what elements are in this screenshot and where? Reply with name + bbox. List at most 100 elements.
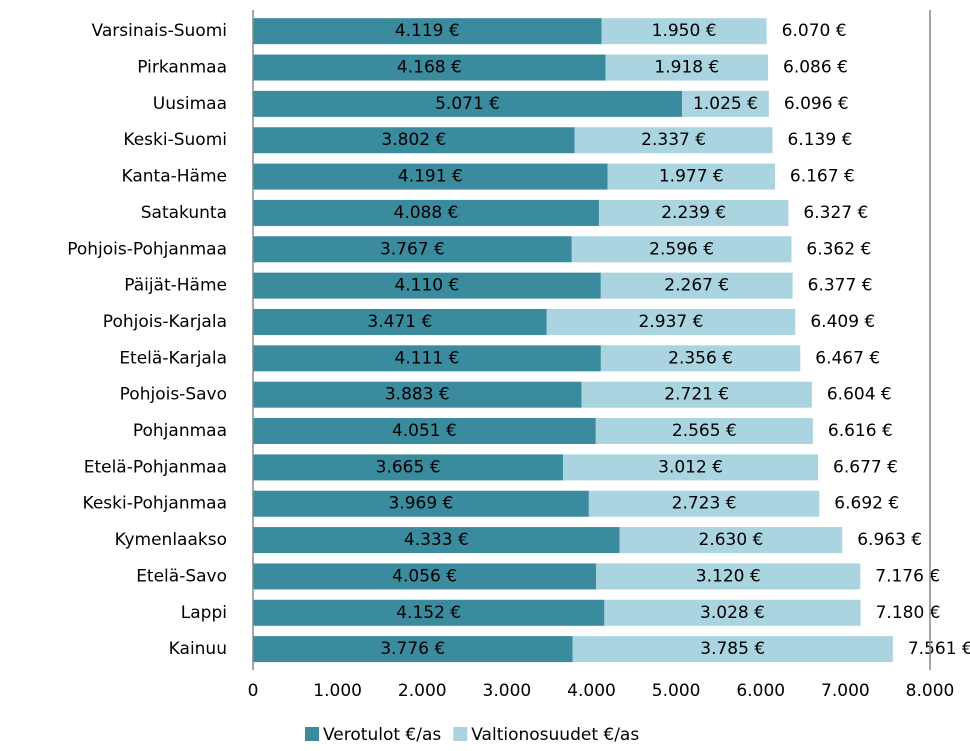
bar-segment — [596, 563, 861, 590]
value-label: 3.471 € — [367, 312, 432, 332]
total-label: 6.692 € — [834, 494, 899, 514]
category-label: Pohjanmaa — [133, 421, 227, 441]
value-label: 2.356 € — [668, 348, 733, 368]
total-label: 6.467 € — [815, 348, 880, 368]
value-label: 4.110 € — [394, 276, 459, 296]
total-label: 6.963 € — [857, 530, 922, 550]
bar-segment — [574, 127, 773, 154]
bar-segment — [600, 345, 801, 372]
legend-label: Valtionosuudet €/as — [471, 725, 639, 745]
total-label: 6.096 € — [784, 94, 849, 114]
bar-segment — [253, 18, 602, 45]
value-label: 4.191 € — [398, 167, 463, 187]
value-label: 2.721 € — [664, 385, 729, 405]
x-tick-label: 6.000 — [736, 681, 785, 701]
bar-segment — [253, 381, 582, 408]
bar-segment — [253, 236, 572, 263]
category-label: Lappi — [181, 603, 227, 623]
value-label: 4.119 € — [395, 21, 460, 41]
total-label: 6.377 € — [808, 276, 873, 296]
value-label: 1.950 € — [652, 21, 717, 41]
value-label: 3.767 € — [380, 239, 445, 259]
category-label: Etelä-Pohjanmaa — [84, 457, 227, 477]
value-label: 2.723 € — [672, 494, 737, 514]
bar-segment — [605, 54, 769, 81]
bar-segment — [253, 418, 596, 445]
x-tick-label: 4.000 — [567, 681, 616, 701]
bar-segment — [572, 636, 893, 663]
bar-segment — [571, 236, 792, 263]
value-label: 3.969 € — [388, 494, 453, 514]
value-label: 5.071 € — [435, 94, 500, 114]
value-label: 2.565 € — [672, 421, 737, 441]
category-label: Pirkanmaa — [137, 58, 227, 78]
bar-segment — [253, 54, 606, 81]
bar-segment — [253, 199, 599, 226]
value-label: 4.111 € — [395, 348, 460, 368]
total-label: 6.362 € — [806, 239, 871, 259]
value-label: 3.802 € — [381, 130, 446, 150]
value-label: 3.028 € — [700, 603, 765, 623]
value-label: 4.051 € — [392, 421, 457, 441]
category-label: Keski-Suomi — [123, 130, 227, 150]
total-label: 6.070 € — [782, 21, 847, 41]
value-label: 4.168 € — [397, 58, 462, 78]
category-label: Varsinais-Suomi — [92, 21, 227, 41]
value-label: 2.596 € — [649, 239, 714, 259]
bar-segment — [604, 599, 861, 626]
bar-segment — [253, 599, 605, 626]
bar-segment — [588, 490, 820, 517]
value-label: 2.937 € — [639, 312, 704, 332]
total-label: 7.180 € — [876, 603, 941, 623]
bar-segment — [682, 90, 769, 117]
bar-segment — [546, 308, 796, 335]
value-label: 1.918 € — [654, 58, 719, 78]
value-label: 4.152 € — [396, 603, 461, 623]
bar-segment — [253, 563, 597, 590]
bar-segment — [253, 490, 589, 517]
category-label: Satakunta — [141, 203, 227, 223]
category-label: Keski-Pohjanmaa — [83, 494, 227, 514]
legend-swatch — [453, 727, 468, 741]
bar-segment — [253, 527, 620, 554]
bar-segment — [253, 454, 564, 481]
x-tick-label: 1.000 — [313, 681, 362, 701]
legend-label: Verotulot €/as — [323, 725, 441, 745]
value-label: 4.088 € — [394, 203, 459, 223]
bar-segment — [581, 381, 812, 408]
category-label: Kymenlaakso — [115, 530, 227, 550]
x-tick-label: 0 — [248, 681, 259, 701]
category-label: Etelä-Karjala — [119, 348, 227, 368]
value-label: 3.120 € — [696, 566, 761, 586]
value-label: 3.883 € — [385, 385, 450, 405]
bar-segment — [253, 308, 547, 335]
value-label: 2.239 € — [661, 203, 726, 223]
category-label: Pohjois-Pohjanmaa — [67, 239, 227, 259]
category-label: Kanta-Häme — [122, 167, 227, 187]
bar-segment — [607, 163, 775, 190]
bar-segment — [600, 272, 793, 299]
category-label: Etelä-Savo — [136, 566, 227, 586]
category-label: Uusimaa — [153, 94, 227, 114]
legend-swatch — [305, 727, 319, 741]
total-label: 6.677 € — [833, 457, 898, 477]
value-label: 4.056 € — [392, 566, 457, 586]
bar-segment — [253, 127, 575, 154]
total-label: 6.616 € — [828, 421, 893, 441]
bar-segment — [563, 454, 819, 481]
x-tick-label: 2.000 — [398, 681, 447, 701]
bar-segment — [598, 199, 789, 226]
x-tick-label: 3.000 — [483, 681, 532, 701]
total-label: 6.604 € — [827, 385, 892, 405]
category-label: Päijät-Häme — [124, 276, 227, 296]
value-label: 2.630 € — [699, 530, 764, 550]
total-label: 7.176 € — [875, 566, 940, 586]
bar-segment — [253, 90, 683, 117]
value-label: 1.025 € — [693, 94, 758, 114]
category-label: Pohjois-Savo — [120, 385, 227, 405]
value-label: 3.665 € — [376, 457, 441, 477]
value-label: 3.785 € — [700, 639, 765, 659]
x-tick-label: 5.000 — [652, 681, 701, 701]
bar-segment — [595, 418, 813, 445]
